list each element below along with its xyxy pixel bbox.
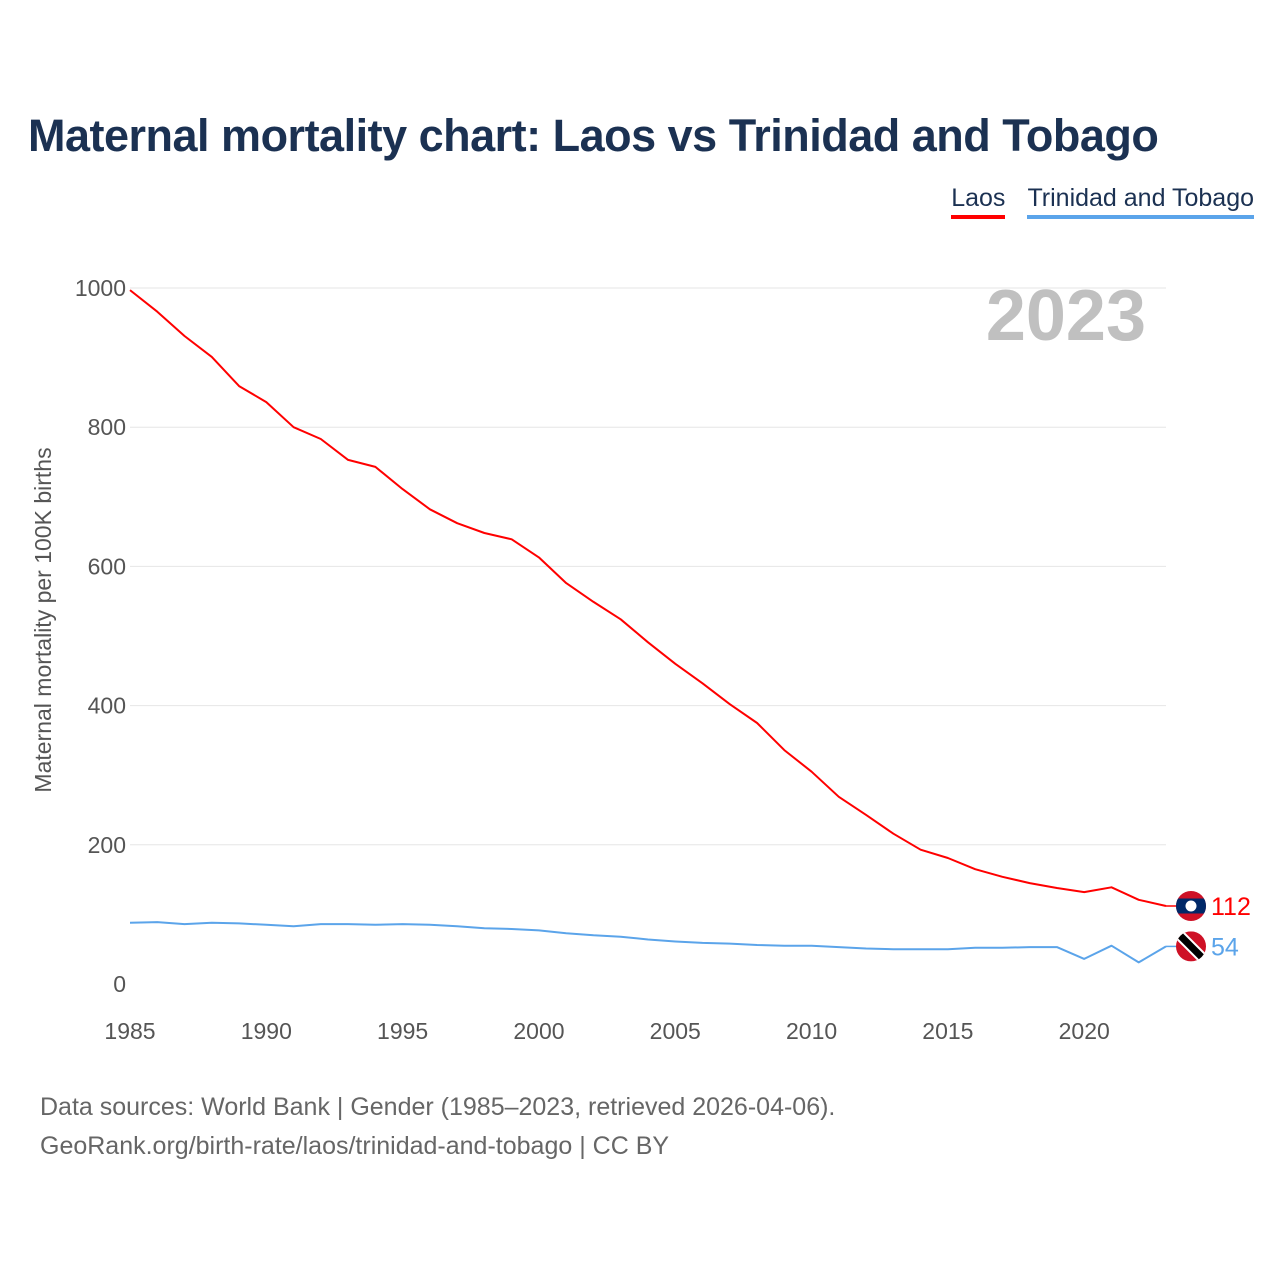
footer-sources: Data sources: World Bank | Gender (1985–… <box>40 1093 836 1121</box>
x-tick-label: 2020 <box>1059 1018 1110 1044</box>
footer: Data sources: World Bank | Gender (1985–… <box>40 1088 835 1166</box>
y-tick-label: 600 <box>88 553 126 579</box>
footer-link[interactable]: GeoRank.org/birth-rate/laos/trinidad-and… <box>40 1132 670 1160</box>
end-value-label: 54 <box>1211 933 1239 961</box>
x-tick-label: 1985 <box>104 1018 155 1044</box>
legend-item-laos[interactable]: Laos <box>951 184 1006 219</box>
year-label: 2023 <box>986 276 1146 356</box>
series-line-trinidad-and-tobago[interactable] <box>129 921 1167 964</box>
y-tick-label: 400 <box>88 693 126 719</box>
y-tick-label: 200 <box>88 832 126 858</box>
end-value-label: 112 <box>1211 893 1251 921</box>
x-tick-label: 2010 <box>786 1018 837 1044</box>
x-tick-label: 2005 <box>650 1018 701 1044</box>
y-tick-label: 0 <box>113 971 126 997</box>
x-tick-label: 1990 <box>241 1018 292 1044</box>
x-tick-label: 2015 <box>922 1018 973 1044</box>
trinidad-and-tobago-flag-icon <box>1176 931 1206 962</box>
chart-title: Maternal mortality chart: Laos vs Trinid… <box>28 110 1159 161</box>
y-tick-label: 800 <box>88 414 126 440</box>
series-line-laos[interactable] <box>129 289 1167 907</box>
x-tick-label: 1995 <box>377 1018 428 1044</box>
legend-item-trinidad-and-tobago[interactable]: Trinidad and Tobago <box>1027 184 1254 219</box>
x-tick-label: 2000 <box>513 1018 564 1044</box>
legend: Laos Trinidad and Tobago <box>951 184 1254 219</box>
y-tick-label: 1000 <box>75 275 126 301</box>
laos-flag-icon <box>1176 891 1206 921</box>
y-axis-label: Maternal mortality per 100K births <box>30 447 56 792</box>
